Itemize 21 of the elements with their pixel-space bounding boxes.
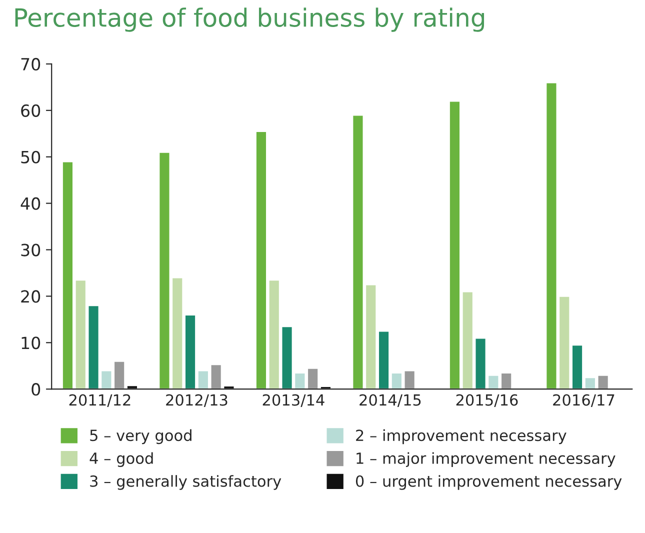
legend-label: 4 – good — [90, 452, 153, 467]
legend-label: 2 – improvement necessary — [356, 429, 566, 444]
y-tick-label: 30 — [21, 244, 40, 256]
y-tick-label: 40 — [20, 197, 40, 210]
x-tick-label: 2012/13 — [166, 394, 228, 407]
legend-label: 3 – generally satisfactory — [90, 475, 282, 490]
legend-label: 0 – urgent improvement necessary — [356, 475, 622, 490]
y-tick-label: 50 — [21, 150, 40, 164]
legend-label: 5 – very good — [90, 429, 192, 444]
legend-label: 1 – major improvement necessary — [356, 452, 616, 467]
x-tick-label: 2016/17 — [553, 394, 614, 407]
x-tick-label: 2011/12 — [69, 394, 130, 407]
x-tick-label: 2014/15 — [360, 394, 421, 407]
y-tick-label: 10 — [22, 336, 40, 350]
y-tick-label: 0 — [32, 383, 40, 396]
y-tick-label: 60 — [21, 104, 40, 117]
chart-title: Percentage of food business by rating — [15, 8, 484, 32]
y-tick-label: 70 — [21, 58, 40, 71]
y-tick-label: 20 — [21, 290, 40, 303]
x-tick-label: 2013/14 — [262, 394, 324, 407]
x-tick-label: 2015/16 — [456, 394, 518, 407]
